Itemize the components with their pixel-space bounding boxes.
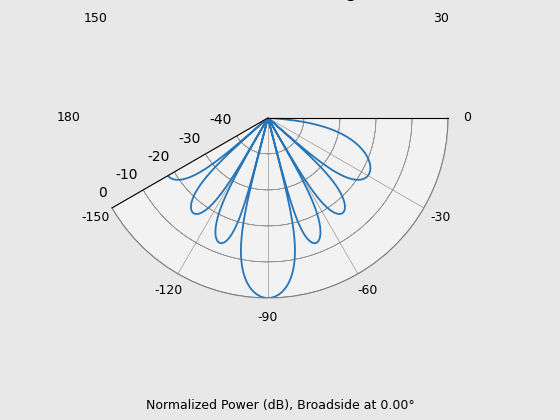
Text: Normalized Power (dB), Broadside at 0.00°: Normalized Power (dB), Broadside at 0.00… (146, 399, 414, 412)
Title: Azimuth Cut (elevation angle = 0.0°): Azimuth Cut (elevation angle = 0.0°) (123, 0, 437, 1)
